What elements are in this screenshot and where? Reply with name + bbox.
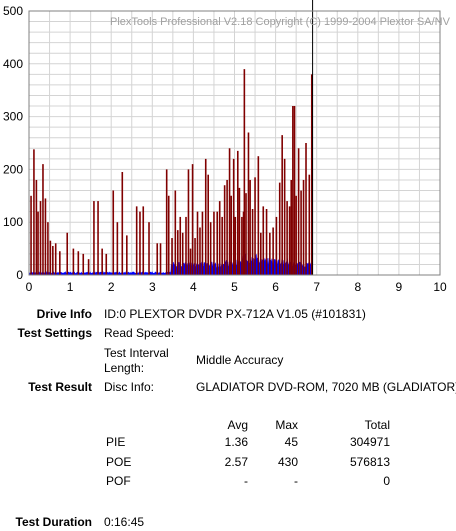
x-tick-label: 9 bbox=[396, 280, 403, 294]
row-total: 576813 bbox=[349, 455, 390, 469]
chart-watermark: PlexTools Professional V2.18 Copyright (… bbox=[110, 16, 451, 28]
test-interval-value: Middle Accuracy bbox=[196, 353, 284, 367]
plot-frame bbox=[28, 10, 441, 276]
x-axis-ticks: 0 1 2 3 4 5 6 7 8 9 10 bbox=[26, 280, 447, 294]
row-avg: 2.57 bbox=[224, 455, 248, 469]
test-interval-label-1: Test Interval bbox=[104, 346, 169, 360]
chart-grid bbox=[28, 10, 441, 276]
test-result-label: Test Result bbox=[28, 380, 92, 394]
error-chart: PlexTools Professional V2.18 Copyright (… bbox=[3, 0, 451, 294]
test-settings-label: Test Settings bbox=[17, 326, 92, 340]
y-axis-ticks: 0 100 200 300 400 500 bbox=[3, 4, 23, 282]
row-max: 430 bbox=[277, 455, 298, 469]
poe-series bbox=[30, 69, 313, 275]
disc-info-value: GLADIATOR DVD-ROM, 7020 MB (GLADIATOR) bbox=[196, 380, 456, 394]
row-name: POF bbox=[106, 474, 131, 488]
y-tick-label: 500 bbox=[3, 4, 23, 18]
test-duration-value: 0:16:45 bbox=[104, 515, 145, 529]
disc-info-label: Disc Info: bbox=[104, 380, 155, 394]
max-header: Max bbox=[275, 418, 298, 432]
y-tick-label: 300 bbox=[3, 110, 23, 124]
x-tick-label: 7 bbox=[313, 280, 320, 294]
x-tick-label: 6 bbox=[272, 280, 279, 294]
row-name: PIE bbox=[106, 435, 126, 449]
y-tick-label: 400 bbox=[3, 57, 23, 71]
x-tick-label: 1 bbox=[67, 280, 74, 294]
row-avg: - bbox=[244, 474, 248, 488]
x-tick-label: 0 bbox=[26, 280, 33, 294]
row-name: POE bbox=[106, 455, 132, 469]
row-total: 304971 bbox=[349, 435, 390, 449]
x-tick-label: 4 bbox=[190, 280, 197, 294]
y-tick-label: 200 bbox=[3, 162, 23, 176]
read-speed-label: Read Speed: bbox=[104, 326, 175, 340]
avg-header: Avg bbox=[227, 418, 248, 432]
row-max: - bbox=[294, 474, 298, 488]
x-tick-label: 8 bbox=[354, 280, 361, 294]
drive-info-label: Drive Info bbox=[36, 307, 92, 321]
drive-info-value: ID:0 PLEXTOR DVDR PX-712A V1.05 (#101831… bbox=[104, 307, 366, 321]
row-avg: 1.36 bbox=[224, 435, 248, 449]
x-tick-label: 5 bbox=[231, 280, 238, 294]
row-total: 0 bbox=[383, 474, 390, 488]
row-max: 45 bbox=[284, 435, 298, 449]
test-duration-label: Test Duration bbox=[15, 515, 92, 529]
y-tick-label: 0 bbox=[16, 268, 23, 282]
x-tick-label: 2 bbox=[108, 280, 115, 294]
x-tick-label: 10 bbox=[433, 280, 447, 294]
x-tick-label: 3 bbox=[149, 280, 156, 294]
total-header: Total bbox=[364, 418, 390, 432]
y-tick-label: 100 bbox=[3, 215, 23, 229]
test-interval-label-2: Length: bbox=[104, 361, 145, 375]
